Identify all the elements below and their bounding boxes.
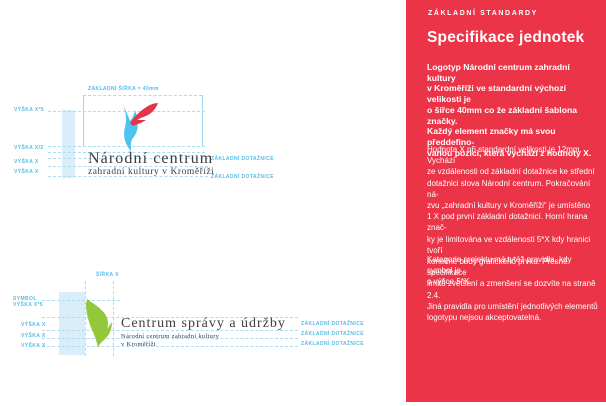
height-x-label: VÝŠKA X xyxy=(21,333,46,339)
category-paragraph: Kategorie projektu má tytéž pravidla, kd… xyxy=(427,255,572,287)
logo-wordmark-title: Centrum správy a údržby xyxy=(121,316,286,331)
height-x5-label: VÝŠKA X*5 xyxy=(14,107,45,113)
logo-bird-icon xyxy=(123,103,158,151)
logo-wordmark-subtitle: zahradní kultury v Kroměříži xyxy=(88,167,215,177)
intro-paragraph: Logotyp Národní centrum zahradní kultury… xyxy=(427,62,592,158)
height-x-label: VÝŠKA X xyxy=(21,343,46,349)
guide-line xyxy=(42,330,298,331)
symbol-height-label: SYMBOL VÝŠKA X*5 xyxy=(13,296,44,308)
height-x-label: VÝŠKA X xyxy=(21,322,46,328)
guide-line xyxy=(48,158,208,159)
symbol-width-label: ŠÍŘKA X xyxy=(96,272,119,278)
guide-line xyxy=(42,346,298,347)
x-unit-band xyxy=(59,292,85,355)
logo-wordmark-title: Národní centrum xyxy=(88,150,214,167)
guide-line xyxy=(42,338,298,339)
page-title: Specifikace jednotek xyxy=(427,29,585,46)
baseline-label: ZÁKLADNÍ DOTAŽNICE xyxy=(211,174,274,180)
logo-leaf-icon xyxy=(86,299,112,348)
baseline-label: ZÁKLADNÍ DOTAŽNICE xyxy=(301,331,364,337)
basic-width-label: ZÁKLADNÍ ŠÍŘKA = 40mm xyxy=(88,86,159,92)
measure-tick-left xyxy=(83,95,84,146)
guide-line xyxy=(42,317,298,318)
height-x-label: VÝŠKA X xyxy=(14,169,39,175)
measure-tick-right xyxy=(202,95,203,146)
guide-line xyxy=(48,111,205,112)
baseline-label: ZÁKLADNÍ DOTAŽNICE xyxy=(301,341,364,347)
specification-paragraph: Hodnota X při standardní velikosti je 12… xyxy=(427,145,598,323)
guide-line xyxy=(48,146,205,147)
section-eyebrow: ZÁKLADNÍ STANDARDY xyxy=(428,10,538,17)
measure-line xyxy=(83,95,202,96)
logo-wordmark-subtitle: v Kroměříži xyxy=(121,341,156,348)
guide-line-vertical xyxy=(85,281,86,356)
baseline-label: ZÁKLADNÍ DOTAŽNICE xyxy=(301,321,364,327)
guide-line-vertical xyxy=(113,281,114,356)
standards-panel: ZÁKLADNÍ STANDARDY Specifikace jednotek … xyxy=(406,0,606,402)
guide-line xyxy=(48,176,208,177)
guide-line xyxy=(42,300,120,301)
guide-line xyxy=(48,152,205,153)
height-x-label: VÝŠKA X xyxy=(14,159,39,165)
logo-wordmark-subtitle: Národní centrum zahradní kultury xyxy=(121,333,220,340)
baseline-label: ZÁKLADNÍ DOTAŽNICE xyxy=(211,156,274,162)
height-x2-label: VÝŠKA X/2 xyxy=(14,145,44,151)
guide-line xyxy=(48,166,208,167)
x-unit-band xyxy=(62,110,75,178)
